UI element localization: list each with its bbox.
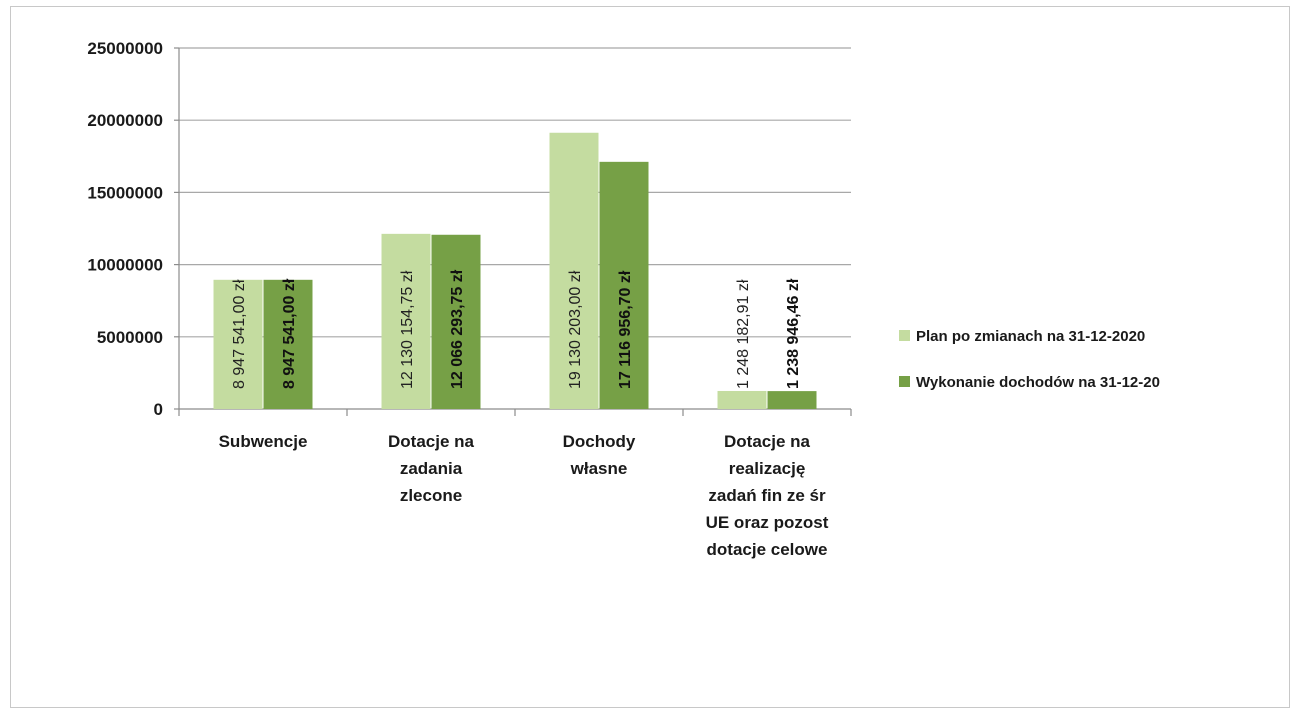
data-label: 1 238 946,46 zł bbox=[785, 278, 802, 389]
legend-swatch bbox=[899, 376, 910, 387]
x-category-label-line: zadań fin ze śr bbox=[708, 486, 826, 505]
x-category-label-line: własne bbox=[570, 459, 628, 478]
bar bbox=[549, 132, 599, 409]
data-label: 19 130 203,00 zł bbox=[567, 270, 584, 389]
bar bbox=[431, 234, 481, 409]
data-labels: 8 947 541,00 zł 8 947 541,00 zł 12 130 154… bbox=[231, 269, 802, 389]
x-axis: Subwencje Dotacje na zadania zlecone Dochody… bbox=[178, 409, 852, 559]
bar bbox=[263, 279, 313, 409]
legend: Plan po zmianach na 31-12-2020 Wykonanie … bbox=[899, 328, 1160, 391]
y-tick-label: 20000000 bbox=[87, 111, 163, 130]
x-category-label: Dochody własne bbox=[563, 432, 636, 478]
legend-swatch bbox=[899, 330, 910, 341]
x-category-label-line: Dochody bbox=[563, 432, 636, 451]
data-label: 1 248 182,91 zł bbox=[735, 279, 752, 389]
data-label: 12 130 154,75 zł bbox=[399, 270, 416, 389]
y-tick-label: 15000000 bbox=[87, 183, 163, 202]
x-category-label-line: dotacje celowe bbox=[707, 540, 828, 559]
x-category-label-line: UE oraz pozost bbox=[706, 513, 829, 532]
data-label: 8 947 541,00 zł bbox=[281, 278, 298, 389]
y-tick-label: 10000000 bbox=[87, 256, 163, 275]
x-category-label-line: zlecone bbox=[400, 486, 462, 505]
data-label: 12 066 293,75 zł bbox=[449, 269, 466, 389]
data-label: 8 947 541,00 zł bbox=[231, 279, 248, 389]
y-tick-label: 5000000 bbox=[97, 328, 163, 347]
bar bbox=[599, 161, 649, 409]
y-axis: 0 5000000 10000000 15000000 20000000 25000000 bbox=[87, 39, 180, 419]
legend-entry: Plan po zmianach na 31-12-2020 bbox=[916, 328, 1145, 345]
x-category-label-line: Dotacje na bbox=[724, 432, 811, 451]
y-tick-label: 25000000 bbox=[87, 39, 163, 58]
bar bbox=[767, 391, 817, 409]
x-category-label: Dotacje na realizację zadań fin ze śr UE or… bbox=[706, 432, 829, 559]
bars bbox=[213, 132, 817, 409]
legend-entry: Wykonanie dochodów na 31-12-20 bbox=[916, 374, 1160, 391]
x-category-label-line: Subwencje bbox=[219, 432, 308, 451]
data-label: 17 116 956,70 zł bbox=[617, 270, 634, 389]
x-category-label-line: realizację bbox=[729, 459, 806, 478]
chart-frame: 0 5000000 10000000 15000000 20000000 25000000… bbox=[10, 6, 1290, 708]
y-tick-label: 0 bbox=[154, 400, 163, 419]
bar bbox=[213, 279, 263, 409]
bar-chart: 0 5000000 10000000 15000000 20000000 25000000… bbox=[87, 39, 1160, 559]
x-category-label: Subwencje bbox=[219, 432, 308, 451]
x-category-label: Dotacje na zadania zlecone bbox=[388, 432, 475, 505]
x-category-label-line: Dotacje na bbox=[388, 432, 475, 451]
bar bbox=[717, 390, 767, 409]
x-category-label-line: zadania bbox=[400, 459, 463, 478]
bar bbox=[381, 233, 431, 409]
